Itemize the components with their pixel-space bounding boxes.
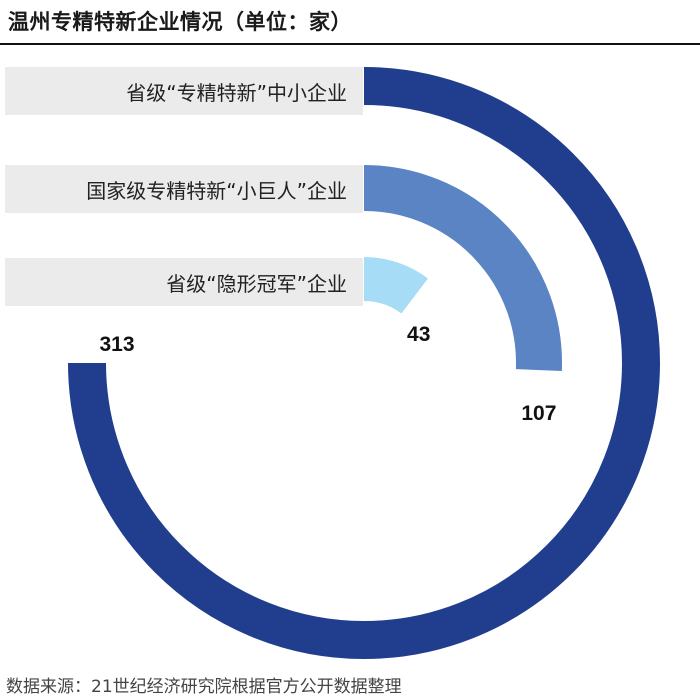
value-label-national-little-giant: 107 <box>521 402 556 425</box>
bar-arc-national-little-giant <box>363 165 562 371</box>
data-source-note: 数据来源：21世纪经济研究院根据官方公开数据整理 <box>6 677 402 697</box>
value-label-provincial-hidden-champion: 43 <box>407 323 430 346</box>
value-label-provincial-specialized: 313 <box>99 333 134 356</box>
bar-arc-provincial-specialized <box>68 67 660 659</box>
chart-title: 温州专精特新企业情况（单位：家） <box>8 10 352 34</box>
legend-item-national-little-giant: 国家级专精特新“小巨人”企业 <box>5 165 363 213</box>
title-divider <box>0 43 700 45</box>
bar-arc-provincial-hidden-champion <box>363 257 428 315</box>
legend-item-provincial-hidden-champion: 省级“隐形冠军”企业 <box>5 258 363 306</box>
legend-item-provincial-specialized: 省级“专精特新”中小企业 <box>5 67 363 115</box>
